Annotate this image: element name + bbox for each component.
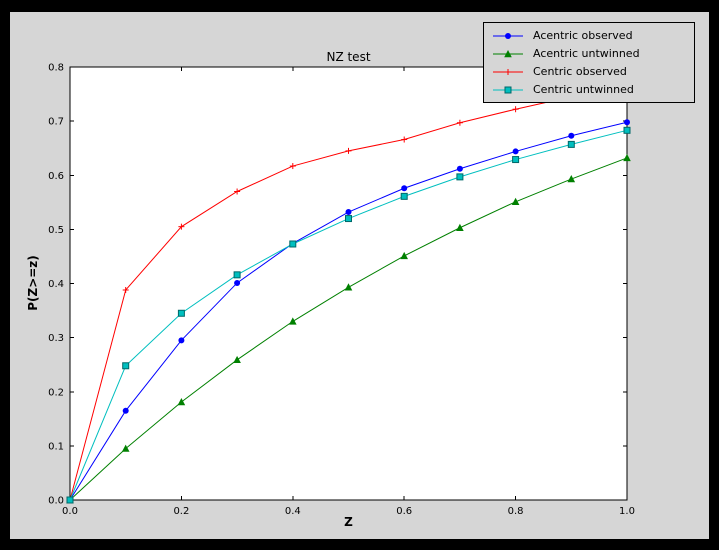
legend-label: Centric observed xyxy=(533,65,627,78)
legend-item-acentric-observed: Acentric observed xyxy=(492,28,686,43)
legend-item-centric-untwinned: Centric untwinned xyxy=(492,82,686,97)
legend-sample-acentric-observed xyxy=(493,32,523,39)
y-tick-label: 0.0 xyxy=(48,496,64,507)
legend-item-centric-observed: Centric observed xyxy=(492,64,686,79)
y-tick-label: 0.5 xyxy=(48,225,64,236)
y-tick-label: 0.3 xyxy=(48,333,64,344)
x-tick-label: 0.0 xyxy=(62,506,78,517)
y-tick-label: 0.4 xyxy=(48,279,64,290)
y-tick-label: 0.7 xyxy=(48,117,64,128)
legend-sample-centric-observed xyxy=(493,68,523,75)
chart-title: NZ test xyxy=(326,50,371,64)
x-tick-label: 1.0 xyxy=(619,506,635,517)
x-tick-label: 0.2 xyxy=(173,506,189,517)
legend-label: Acentric observed xyxy=(533,29,633,42)
x-tick-label: 0.8 xyxy=(508,506,524,517)
legend-sample-centric-untwinned xyxy=(493,86,523,93)
x-axis-label: Z xyxy=(344,515,353,529)
y-tick-label: 0.2 xyxy=(48,387,64,398)
y-tick-label: 0.1 xyxy=(48,441,64,452)
legend-item-acentric-untwinned: Acentric untwinned xyxy=(492,46,686,61)
x-axis-ticks: 0.0 0.2 0.4 0.6 0.8 1.0 xyxy=(62,67,635,517)
legend-label: Acentric untwinned xyxy=(533,47,640,60)
y-tick-label: 0.6 xyxy=(48,171,64,182)
x-tick-label: 0.4 xyxy=(285,506,301,517)
legend-sample-acentric-untwinned xyxy=(493,49,523,57)
legend-label: Centric untwinned xyxy=(533,83,634,96)
y-tick-label: 0.8 xyxy=(48,63,64,74)
x-tick-label: 0.6 xyxy=(396,506,412,517)
legend: Acentric observed Acentric untwinned Centr… xyxy=(483,22,695,103)
y-axis-label: P(Z>=z) xyxy=(26,255,40,311)
series-centric-untwinned xyxy=(66,126,631,504)
series-acentric-untwinned xyxy=(66,153,631,504)
